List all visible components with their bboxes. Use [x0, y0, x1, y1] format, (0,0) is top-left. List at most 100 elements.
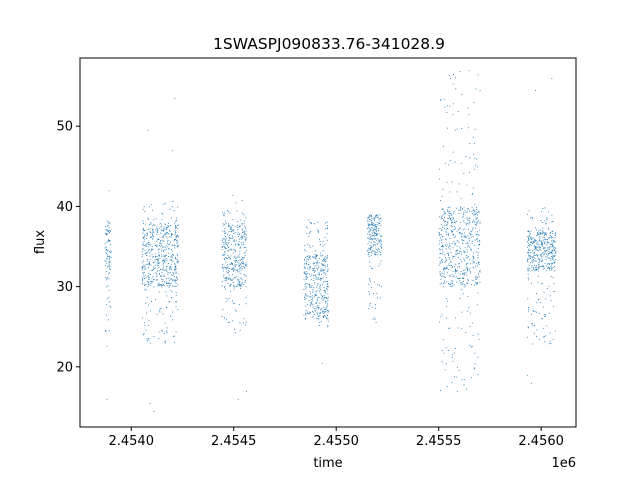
data-point	[367, 249, 369, 251]
data-point	[550, 299, 552, 301]
data-point	[538, 267, 540, 269]
data-point	[324, 296, 326, 298]
data-point	[241, 236, 243, 238]
data-point	[236, 256, 238, 258]
data-point	[541, 243, 543, 245]
data-point	[108, 319, 109, 321]
data-point	[230, 278, 232, 280]
data-point	[369, 229, 371, 230]
data-point	[167, 226, 169, 228]
data-point	[529, 255, 531, 256]
data-point	[553, 260, 555, 261]
data-point	[232, 300, 233, 302]
data-point	[167, 227, 169, 228]
data-point	[543, 247, 545, 249]
data-point	[312, 270, 314, 271]
data-point	[165, 281, 167, 283]
data-point	[478, 276, 480, 278]
data-point	[454, 348, 456, 349]
data-point	[450, 212, 452, 214]
data-point	[369, 238, 371, 240]
data-point	[465, 285, 467, 287]
data-point	[149, 342, 151, 344]
data-point	[527, 230, 529, 232]
data-point	[456, 366, 458, 368]
data-point	[317, 269, 319, 271]
data-point	[228, 224, 230, 226]
data-point	[106, 220, 108, 222]
data-point	[232, 282, 234, 284]
data-point	[454, 161, 456, 163]
data-point	[371, 246, 373, 248]
data-point	[378, 241, 380, 243]
data-point	[547, 266, 549, 268]
data-point	[455, 250, 457, 252]
data-point	[162, 281, 164, 283]
data-point	[443, 214, 445, 216]
data-point	[107, 266, 109, 268]
data-point	[527, 252, 528, 254]
data-point	[107, 225, 109, 226]
data-point	[323, 263, 325, 265]
data-point	[456, 191, 458, 193]
data-point	[453, 236, 455, 238]
data-point	[534, 270, 536, 272]
data-point	[534, 241, 536, 243]
data-point	[231, 268, 233, 270]
data-point	[441, 253, 443, 255]
data-point	[228, 237, 230, 238]
data-point	[312, 306, 314, 308]
data-point	[327, 286, 329, 287]
data-point	[151, 277, 153, 279]
data-point	[305, 312, 307, 314]
data-point	[552, 240, 554, 242]
data-point	[163, 234, 165, 236]
data-point	[471, 228, 473, 230]
data-point	[327, 320, 329, 322]
data-point	[306, 226, 308, 228]
data-point	[169, 266, 171, 268]
data-point	[173, 239, 175, 241]
data-point	[148, 246, 150, 248]
data-point	[107, 285, 109, 287]
data-point	[171, 258, 173, 260]
data-point	[312, 297, 314, 299]
data-point	[369, 214, 371, 216]
data-point	[475, 213, 477, 215]
data-point	[469, 272, 471, 274]
data-point	[462, 273, 464, 275]
data-point	[478, 244, 480, 246]
data-point	[152, 280, 154, 282]
data-point	[440, 200, 442, 202]
data-point	[376, 217, 378, 219]
data-point	[107, 254, 109, 256]
data-point	[455, 276, 457, 278]
data-point	[147, 228, 149, 230]
data-point	[467, 279, 469, 281]
data-point	[457, 252, 459, 254]
data-point	[325, 311, 327, 313]
data-point	[306, 277, 308, 278]
data-point	[155, 279, 157, 281]
y-tick-label: 50	[56, 120, 73, 135]
data-point	[476, 158, 478, 160]
data-point	[176, 278, 178, 280]
data-point	[142, 283, 143, 285]
data-point	[152, 235, 154, 237]
data-point	[322, 250, 324, 252]
data-point	[145, 235, 147, 237]
data-point	[472, 187, 474, 189]
data-point	[538, 312, 540, 314]
data-point	[230, 227, 232, 229]
data-point	[163, 255, 165, 257]
data-point	[552, 262, 554, 264]
data-point	[157, 258, 159, 260]
data-point	[150, 223, 152, 225]
data-point	[469, 220, 470, 222]
data-point	[529, 262, 531, 264]
data-point	[234, 255, 236, 257]
data-point	[223, 255, 225, 256]
data-point	[322, 254, 324, 256]
data-point	[443, 269, 444, 271]
data-point	[545, 298, 547, 300]
